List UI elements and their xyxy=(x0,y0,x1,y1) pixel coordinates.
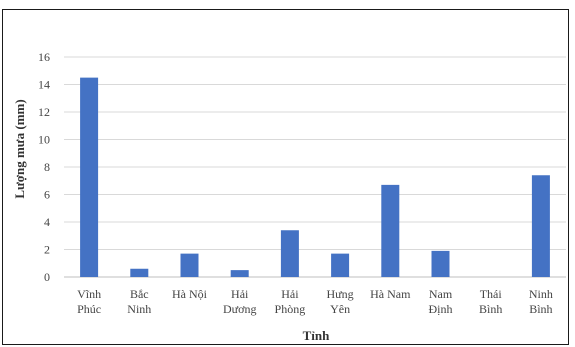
bar xyxy=(531,175,550,277)
y-tick-label: 12 xyxy=(38,105,50,119)
y-tick-label: 14 xyxy=(38,78,50,92)
x-tick-label: Bình xyxy=(479,302,502,316)
y-tick-label: 0 xyxy=(44,270,50,284)
x-tick-label: Hải xyxy=(231,287,249,301)
x-tick-label: Bình xyxy=(529,302,552,316)
x-tick-label: Ninh xyxy=(127,302,151,316)
x-tick-label: Thái xyxy=(480,287,503,301)
x-tick-label: Hưng xyxy=(327,287,354,301)
gridlines xyxy=(64,56,566,278)
bar xyxy=(280,230,299,277)
x-tick-label: Dương xyxy=(223,302,257,316)
x-tick-label: Vĩnh xyxy=(77,287,101,301)
y-tick-labels: 0 2 4 6 8 10 12 14 16 xyxy=(38,50,50,284)
x-tick-label: Hà Nội xyxy=(172,287,208,301)
x-tick-label: Bắc xyxy=(130,287,149,301)
bar xyxy=(80,77,99,277)
y-tick-label: 2 xyxy=(44,243,50,257)
bar xyxy=(381,184,400,277)
x-tick-label: Nam xyxy=(429,287,453,301)
x-tick-label: Định xyxy=(429,302,453,316)
y-tick-label: 10 xyxy=(38,133,50,147)
y-tick-label: 6 xyxy=(44,188,50,202)
x-axis-title: Tỉnh xyxy=(303,328,331,343)
x-tick-label: Hà Nam xyxy=(370,287,411,301)
bar xyxy=(431,250,450,277)
y-tick-label: 8 xyxy=(44,160,50,174)
x-tick-label: Phòng xyxy=(275,302,306,316)
bar xyxy=(230,270,249,277)
bar xyxy=(130,268,149,277)
y-tick-label: 16 xyxy=(38,50,50,64)
x-tick-label: Hải xyxy=(281,287,299,301)
bars xyxy=(80,77,550,277)
y-axis-title: Lượng mưa (mm) xyxy=(12,99,27,198)
x-tick-label: Phúc xyxy=(77,302,101,316)
x-tick-label: Ninh xyxy=(529,287,553,301)
bar xyxy=(180,253,199,277)
bar xyxy=(331,253,350,277)
x-tick-label: Yên xyxy=(330,302,350,316)
y-tick-label: 4 xyxy=(44,215,50,229)
